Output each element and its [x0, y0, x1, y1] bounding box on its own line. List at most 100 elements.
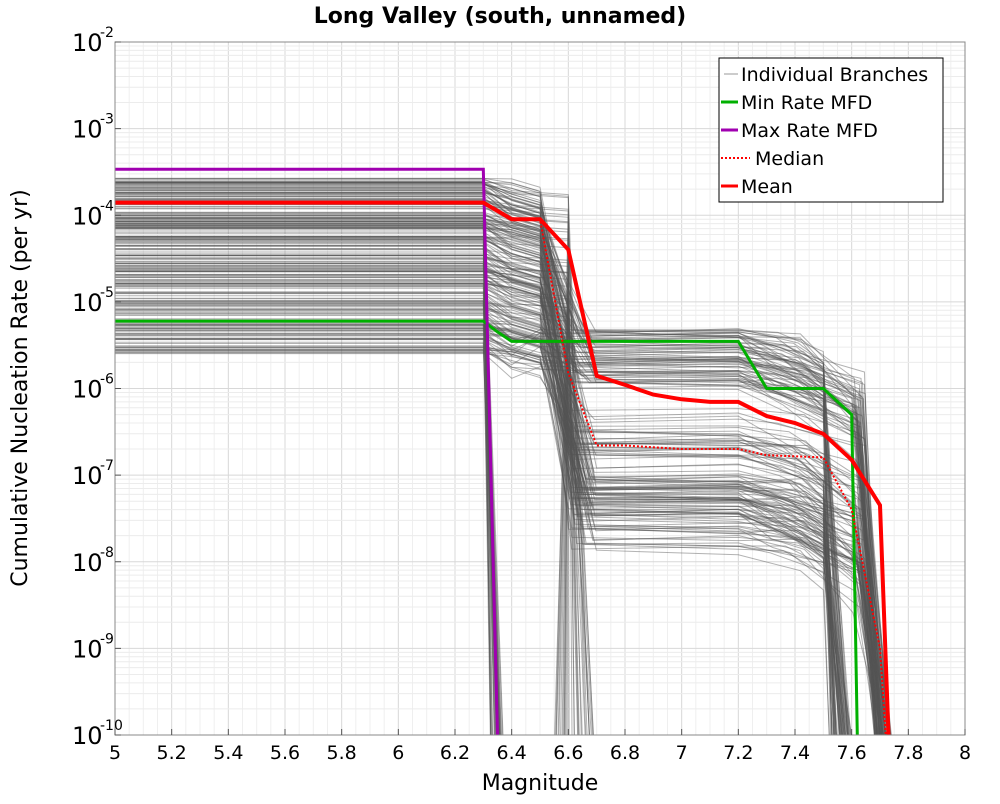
branch-line — [115, 217, 850, 736]
x-tick-label: 7.4 — [780, 742, 810, 764]
branch-line — [115, 300, 498, 736]
grid — [114, 42, 966, 736]
branch-line — [115, 249, 833, 736]
branch-line — [115, 312, 591, 736]
x-axis-label: Magnitude — [482, 771, 599, 796]
branch-line — [115, 184, 844, 736]
branch-line — [115, 306, 875, 736]
branch-line — [115, 218, 848, 736]
x-tick-label: 7.6 — [837, 742, 867, 764]
legend: Individual Branches Min Rate MFD Max Rat… — [718, 57, 944, 203]
branch-line — [115, 338, 579, 736]
legend-label-branches: Individual Branches — [741, 64, 928, 86]
branch-line — [115, 308, 569, 736]
x-tick-label: 7.2 — [723, 742, 753, 764]
series-lines — [115, 167, 891, 736]
x-tick-label: 5.8 — [327, 742, 357, 764]
branch-line — [115, 276, 843, 736]
branch-line — [115, 248, 836, 736]
y-tick-label: 10 — [72, 202, 103, 230]
branch-line — [115, 220, 590, 736]
branch-line — [115, 258, 844, 736]
branch-line — [115, 275, 835, 736]
branch-line — [115, 223, 587, 736]
branch-line — [115, 221, 882, 736]
branch-line — [115, 293, 883, 736]
x-ticks: 5 5.2 5.4 5.6 5.8 6 6.2 6.4 6.6 6.8 7 7.2 7.4 7.6 7.8 8 — [109, 729, 971, 764]
branch-line — [115, 182, 878, 736]
branch-line — [115, 213, 833, 736]
branch-line — [115, 270, 892, 736]
branch-line — [115, 302, 837, 736]
branch-line — [115, 303, 889, 736]
branch-line — [115, 181, 884, 736]
branch-line — [115, 332, 837, 736]
branch-line — [115, 303, 891, 736]
y-tick-exponent: -9 — [100, 631, 114, 647]
branch-line — [115, 287, 579, 736]
legend-box — [718, 57, 944, 203]
branch-line — [115, 253, 889, 736]
x-tick-label: 6.8 — [610, 742, 640, 764]
branch-line — [115, 226, 575, 736]
branch-line — [115, 258, 878, 736]
branch-line — [115, 231, 881, 736]
branch-line — [115, 321, 892, 736]
branch-line — [115, 224, 835, 736]
branch-line — [115, 182, 879, 736]
y-tick-exponent: -7 — [100, 458, 114, 474]
branch-line — [115, 279, 569, 736]
legend-label-min-rate: Min Rate MFD — [741, 92, 872, 114]
x-tick-label: 5.2 — [157, 742, 187, 764]
branch-line — [115, 229, 876, 736]
branch-line — [115, 274, 841, 736]
y-tick-label: 10 — [72, 635, 103, 663]
branch-lines — [115, 177, 892, 736]
branch-line — [115, 298, 491, 736]
branch-line — [115, 318, 888, 736]
branch-line — [115, 181, 833, 736]
x-tick-label: 8 — [959, 742, 971, 764]
branch-line — [115, 313, 847, 736]
branch-line — [115, 351, 885, 736]
branch-line — [115, 198, 881, 736]
branch-line — [115, 255, 594, 736]
branch-line — [115, 330, 889, 736]
branch-line — [115, 276, 877, 736]
branch-line — [115, 221, 884, 736]
y-tick-label: 10 — [72, 462, 103, 490]
branch-line — [115, 310, 850, 736]
branch-line — [115, 286, 879, 736]
branch-line — [115, 227, 881, 736]
branch-line — [115, 351, 880, 736]
branch-line — [115, 179, 884, 736]
branch-line — [115, 291, 891, 736]
branch-line — [115, 327, 876, 736]
branch-line — [115, 242, 569, 736]
branch-line — [115, 214, 891, 736]
branch-line — [115, 198, 882, 736]
y-tick-label: 10 — [72, 116, 103, 144]
branch-line — [115, 255, 876, 736]
branch-line — [115, 190, 877, 736]
branch-line — [115, 314, 881, 736]
branch-line — [115, 200, 835, 736]
branch-line — [115, 333, 876, 736]
branch-line — [115, 188, 883, 736]
x-tick-label: 5 — [109, 742, 121, 764]
branch-line — [115, 186, 569, 736]
branch-line — [115, 239, 504, 736]
branch-line — [115, 282, 877, 736]
branch-line — [115, 188, 878, 736]
branch-line — [115, 240, 884, 736]
y-tick-exponent: -5 — [100, 285, 114, 301]
branch-line — [115, 283, 570, 736]
branch-line — [115, 207, 569, 736]
branch-line — [115, 261, 875, 736]
branch-line — [115, 238, 883, 736]
branch-line — [115, 237, 880, 736]
branch-line — [115, 236, 569, 736]
branch-line — [115, 218, 841, 736]
